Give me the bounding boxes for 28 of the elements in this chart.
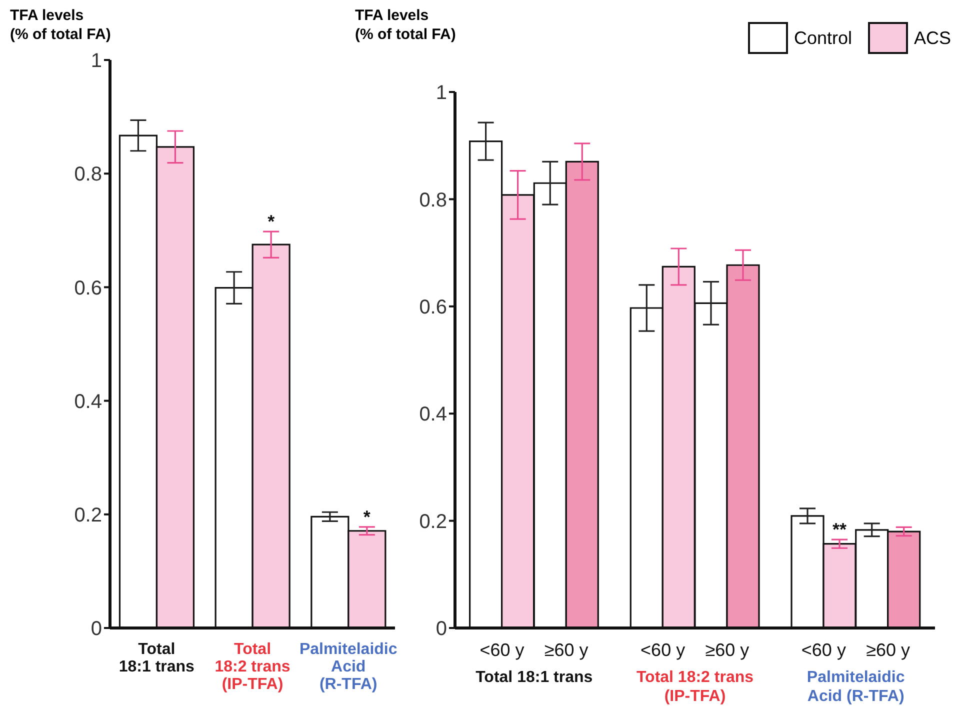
y-tick-label: 0.6	[419, 296, 447, 318]
y-tick-label: 1	[436, 82, 447, 104]
data-label: **	[832, 519, 847, 540]
legend-label: ACS	[914, 28, 951, 48]
data-label: *	[268, 212, 275, 232]
x-tick-label: <60 y	[640, 640, 686, 660]
x-tick-label: ≥60 y	[705, 640, 750, 660]
y-axis-title: TFA levels (% of total FA)	[355, 6, 456, 44]
x-tick-label: <60 y	[480, 640, 524, 660]
y-tick-label: 0.4	[74, 390, 102, 413]
y-tick-label: 1	[90, 50, 102, 72]
data-label: *	[363, 506, 370, 527]
x-tick-label: ≥60 y	[866, 640, 910, 660]
y-tick-label: 0.8	[74, 164, 102, 186]
x-tick-label: Total 18:2 trans (IP-TFA)	[214, 641, 290, 694]
legend-label: Control	[794, 28, 852, 48]
y-tick-label: 0	[90, 618, 102, 640]
y-tick-label: 0.8	[419, 189, 447, 212]
y-tick-label: 0	[436, 618, 447, 640]
x-tick-label: ≥60 y	[544, 640, 588, 660]
y-tick-label: 0.6	[74, 277, 102, 300]
x-tick-label: Total 18:1 trans	[118, 641, 195, 676]
y-tick-label: 0.2	[74, 504, 102, 526]
y-tick-label: 0.4	[419, 404, 447, 426]
y-tick-label: 0.2	[419, 510, 447, 533]
x-tick-label: <60 y	[801, 640, 846, 660]
y-axis-title: TFA levels (% of total FA)	[10, 6, 111, 44]
x-tick-label: Palmitelaidic Acid (R-TFA)	[299, 641, 398, 694]
